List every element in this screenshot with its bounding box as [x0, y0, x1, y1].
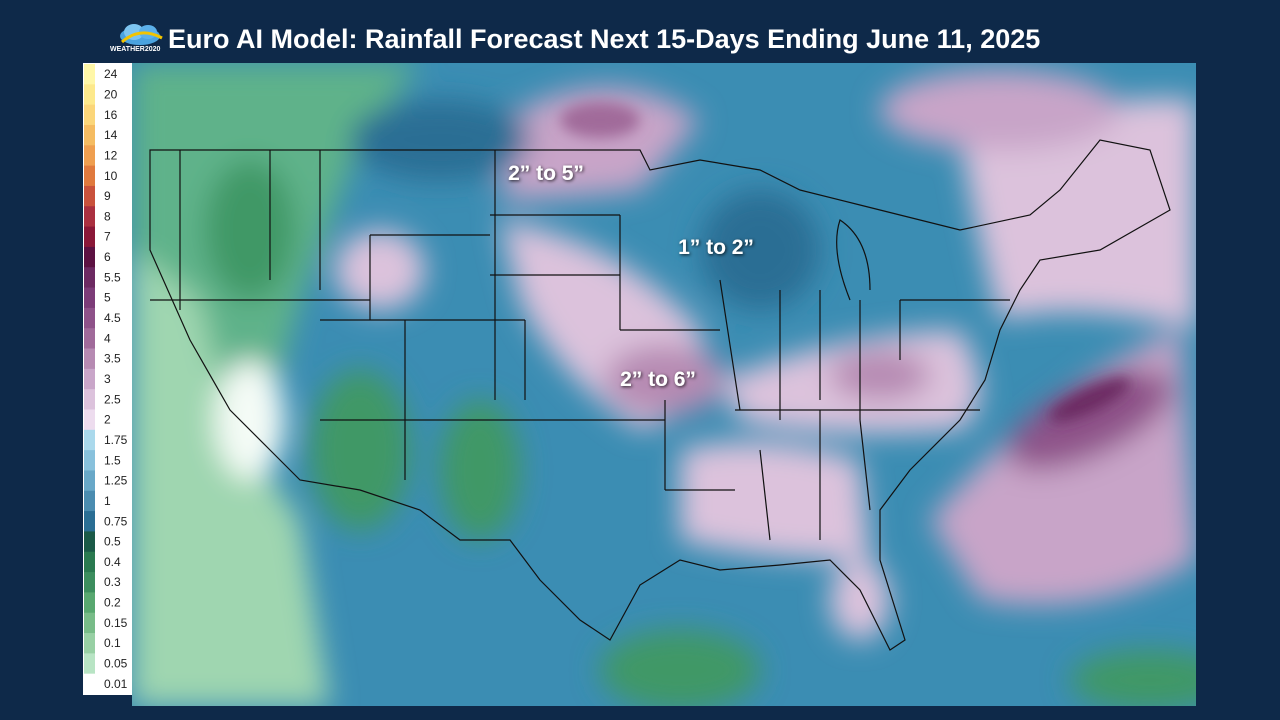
legend-label: 16	[104, 108, 118, 122]
legend-swatch	[84, 409, 95, 431]
legend-swatch	[84, 307, 95, 329]
legend-label: 6	[104, 250, 111, 264]
legend-swatch	[84, 145, 95, 167]
legend-swatch	[84, 470, 95, 492]
legend-swatch	[84, 64, 95, 85]
rain-field	[132, 63, 1196, 706]
legend-label: 12	[104, 148, 118, 162]
legend-label: 0.75	[104, 514, 128, 528]
annotation: 2” to 5”	[508, 162, 584, 185]
legend: 24 20 16 14 12 10 9 8 7 6 5.5 5 4.5 4 3.5 3 2.5 2 1.75 1.5 1…	[83, 63, 132, 695]
logo: WEATHER2020	[110, 20, 166, 56]
boundaries	[149, 139, 1171, 651]
legend-label: 10	[104, 169, 118, 183]
legend-swatch	[84, 429, 95, 451]
legend-label: 1.25	[104, 474, 128, 488]
legend-label: 4	[104, 331, 111, 345]
legend-label: 9	[104, 189, 111, 203]
legend-swatch	[84, 673, 95, 695]
legend-swatch	[84, 450, 95, 471]
legend-label: 5.5	[104, 270, 121, 284]
legend-label: 1.5	[104, 453, 121, 467]
legend-swatch	[84, 551, 95, 573]
legend-swatch	[84, 592, 95, 614]
legend-label: 2.5	[104, 392, 121, 406]
legend-swatch	[84, 104, 95, 126]
legend-label: 24	[104, 67, 118, 81]
annotation: 2” to 6”	[620, 368, 696, 391]
legend-label: 0.2	[104, 596, 121, 610]
legend-swatch	[84, 246, 95, 268]
legend-label: 3.5	[104, 352, 121, 366]
legend-label: 0.5	[104, 535, 121, 549]
legend-label: 0.05	[104, 657, 128, 671]
legend-swatch	[84, 206, 95, 228]
legend-swatch	[84, 368, 95, 390]
legend-label: 7	[104, 230, 111, 244]
legend-label: 1.75	[104, 433, 128, 447]
legend-label: 0.3	[104, 575, 121, 589]
legend-swatch	[84, 389, 95, 410]
legend-label: 20	[104, 87, 118, 101]
annotation: 1” to 2”	[678, 236, 754, 259]
annotations: 2” to 5” 1” to 2” 2” to 6”	[508, 162, 754, 391]
legend-swatch	[84, 185, 95, 207]
logo-text: WEATHER2020	[110, 46, 161, 53]
legend-swatch	[84, 124, 95, 146]
legend-swatch	[84, 165, 95, 187]
legend-label: 2	[104, 413, 111, 427]
legend-swatch	[84, 348, 95, 370]
legend-swatch	[84, 511, 95, 532]
logo-icon	[120, 24, 163, 45]
legend-label: 1	[104, 494, 111, 508]
legend-swatch	[84, 531, 95, 553]
legend-swatch	[84, 633, 95, 654]
legend-swatch	[84, 612, 95, 634]
legend-swatch	[84, 490, 95, 512]
legend-label: 8	[104, 209, 111, 223]
legend-swatch	[84, 653, 95, 675]
legend-label: 5	[104, 291, 111, 305]
legend-label: 0.1	[104, 636, 121, 650]
legend-swatch	[84, 267, 95, 289]
legend-label: 0.15	[104, 616, 128, 630]
legend-label: 0.01	[104, 677, 128, 691]
legend-swatch	[84, 328, 95, 350]
legend-swatch	[84, 287, 95, 309]
title: Euro AI Model: Rainfall Forecast Next 15…	[168, 24, 1041, 54]
legend-label: 3	[104, 372, 111, 386]
legend-swatch	[84, 226, 95, 248]
legend-label: 0.4	[104, 555, 121, 569]
legend-swatch	[84, 84, 95, 106]
legend-label: 14	[104, 128, 118, 142]
legend-label: 4.5	[104, 311, 121, 325]
legend-swatch	[84, 572, 95, 593]
